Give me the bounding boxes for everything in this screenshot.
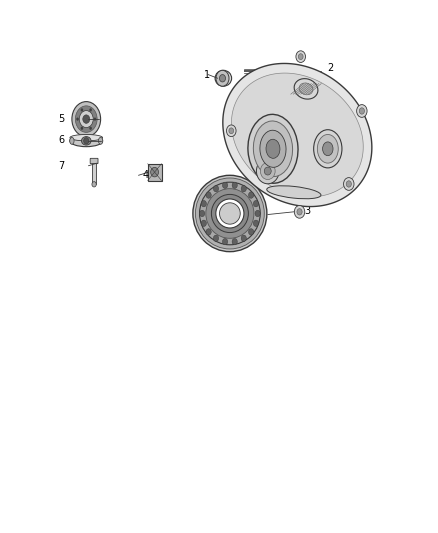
- Circle shape: [357, 104, 367, 117]
- Ellipse shape: [260, 163, 275, 180]
- Circle shape: [255, 211, 260, 216]
- Circle shape: [213, 185, 219, 192]
- Ellipse shape: [70, 138, 74, 144]
- Circle shape: [229, 128, 233, 134]
- Circle shape: [219, 75, 226, 82]
- Circle shape: [216, 70, 229, 86]
- Circle shape: [253, 220, 258, 227]
- Circle shape: [223, 238, 228, 245]
- Text: 7: 7: [58, 161, 64, 171]
- Polygon shape: [223, 63, 372, 207]
- Circle shape: [346, 181, 351, 187]
- Circle shape: [201, 220, 206, 227]
- Circle shape: [213, 235, 219, 241]
- Circle shape: [81, 127, 83, 130]
- Circle shape: [81, 108, 83, 111]
- Circle shape: [206, 192, 211, 198]
- Circle shape: [75, 106, 97, 132]
- FancyBboxPatch shape: [92, 163, 96, 184]
- Circle shape: [83, 115, 90, 123]
- Ellipse shape: [81, 136, 91, 145]
- FancyBboxPatch shape: [148, 164, 162, 181]
- Circle shape: [94, 117, 96, 120]
- Ellipse shape: [266, 139, 280, 158]
- Circle shape: [232, 182, 237, 189]
- Ellipse shape: [216, 199, 244, 228]
- Text: 5: 5: [58, 114, 64, 124]
- Text: 6: 6: [58, 135, 64, 146]
- Ellipse shape: [200, 182, 260, 245]
- Ellipse shape: [256, 158, 279, 184]
- Ellipse shape: [260, 130, 286, 167]
- Circle shape: [248, 192, 254, 198]
- Ellipse shape: [248, 115, 298, 183]
- Ellipse shape: [294, 79, 318, 99]
- Circle shape: [89, 127, 92, 130]
- Circle shape: [226, 125, 236, 136]
- Ellipse shape: [264, 167, 271, 175]
- Text: 2: 2: [327, 63, 333, 73]
- Text: 1: 1: [204, 70, 210, 79]
- Circle shape: [72, 102, 101, 136]
- Circle shape: [89, 108, 92, 111]
- Ellipse shape: [99, 138, 103, 144]
- Circle shape: [206, 229, 211, 235]
- Ellipse shape: [322, 142, 333, 156]
- Circle shape: [343, 177, 354, 190]
- Circle shape: [232, 238, 237, 245]
- Circle shape: [253, 200, 258, 207]
- Circle shape: [296, 51, 305, 62]
- Ellipse shape: [215, 70, 232, 86]
- Ellipse shape: [318, 134, 338, 163]
- Polygon shape: [231, 73, 363, 197]
- Circle shape: [241, 185, 246, 192]
- Circle shape: [223, 182, 228, 189]
- Ellipse shape: [206, 189, 254, 238]
- Circle shape: [298, 54, 303, 60]
- Ellipse shape: [267, 186, 321, 199]
- Circle shape: [359, 108, 364, 114]
- Circle shape: [294, 206, 305, 218]
- Circle shape: [248, 229, 254, 235]
- Circle shape: [200, 211, 205, 216]
- Ellipse shape: [212, 195, 248, 232]
- Circle shape: [76, 117, 79, 120]
- Ellipse shape: [193, 175, 267, 252]
- Circle shape: [201, 200, 206, 207]
- Ellipse shape: [219, 203, 240, 224]
- Ellipse shape: [253, 121, 293, 176]
- Ellipse shape: [299, 83, 313, 95]
- Ellipse shape: [70, 134, 102, 141]
- FancyBboxPatch shape: [90, 158, 98, 164]
- Ellipse shape: [70, 135, 102, 147]
- Ellipse shape: [195, 178, 264, 249]
- Circle shape: [297, 208, 302, 215]
- Ellipse shape: [314, 130, 342, 168]
- Circle shape: [151, 167, 159, 177]
- Circle shape: [79, 111, 93, 127]
- Text: 3: 3: [304, 206, 310, 216]
- Circle shape: [241, 235, 246, 241]
- Text: 4: 4: [143, 171, 149, 180]
- Circle shape: [84, 138, 89, 144]
- Circle shape: [92, 182, 96, 187]
